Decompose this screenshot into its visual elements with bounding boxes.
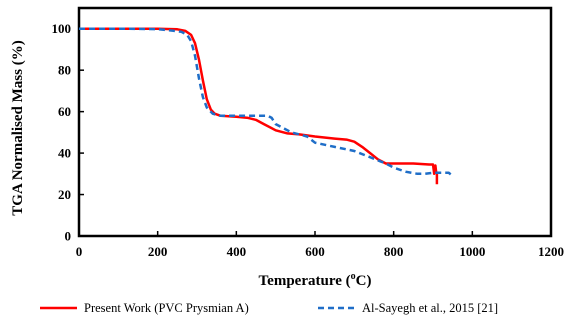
x-tick-label: 0 (76, 244, 83, 259)
y-tick-label: 0 (65, 229, 72, 244)
series-line-present-work (79, 27, 439, 185)
x-axis-title-main: Temperature ( (259, 273, 351, 289)
y-tick-label: 40 (58, 146, 71, 161)
legend-label-present-work: Present Work (PVC Prysmian A) (84, 301, 249, 315)
y-tick-label: 20 (58, 187, 71, 202)
legend-label-al-sayegh: Al-Sayegh et al., 2015 [21] (362, 301, 498, 315)
plot-frame (77, 6, 553, 238)
x-tick-label: 600 (305, 244, 325, 259)
x-axis-title-superscript: o (351, 271, 356, 282)
legend: Present Work (PVC Prysmian A) Al-Sayegh … (40, 301, 498, 315)
axes-layer: 0 200 400 600 800 1000 1200 0 20 40 60 80 100 (52, 6, 564, 259)
x-tick-label: 400 (227, 244, 247, 259)
x-tick-label: 800 (384, 244, 404, 259)
x-tick-label: 1000 (459, 244, 485, 259)
y-tick-label: 60 (58, 104, 71, 119)
y-axis-title: TGA Normalised Mass (%) (10, 40, 26, 215)
y-tick-label: 100 (52, 21, 72, 36)
x-tick-label: 1200 (538, 244, 564, 259)
x-axis-title-unit: C) (356, 273, 372, 289)
x-axis-title: Temperature (oC) (259, 271, 372, 289)
series-line-al-sayegh (79, 27, 454, 177)
x-tick-label: 200 (148, 244, 168, 259)
y-tick-label: 80 (58, 63, 71, 78)
series-layer (79, 27, 454, 185)
